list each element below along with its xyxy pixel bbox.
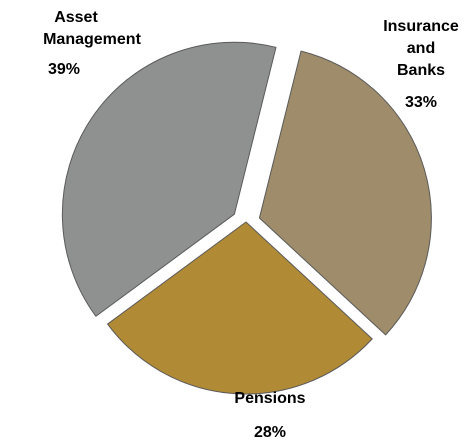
slice-label-pensions: Pensions 28% [200, 388, 340, 444]
slice-percent-label: 39% [47, 61, 81, 78]
slice-percent-label: 33% [404, 94, 438, 111]
slice-label-asset-management: Asset Management 39% [22, 7, 162, 81]
slice-label-line: Asset [54, 9, 98, 26]
pie-slice-asset-management [61, 41, 277, 317]
slice-label-line: and [406, 40, 436, 57]
pie-slice-insurance-and-banks [258, 50, 432, 336]
slice-label-line: Pensions [234, 390, 306, 407]
slice-label-line: Banks [396, 62, 446, 79]
slice-percent-label: 28% [253, 424, 287, 441]
slice-label-line: Insurance [383, 18, 459, 35]
pie-slice-pensions [107, 221, 373, 395]
slice-label-insurance-and-banks: Insurance and Banks 33% [366, 16, 476, 114]
slice-label-line: Management [43, 31, 141, 48]
